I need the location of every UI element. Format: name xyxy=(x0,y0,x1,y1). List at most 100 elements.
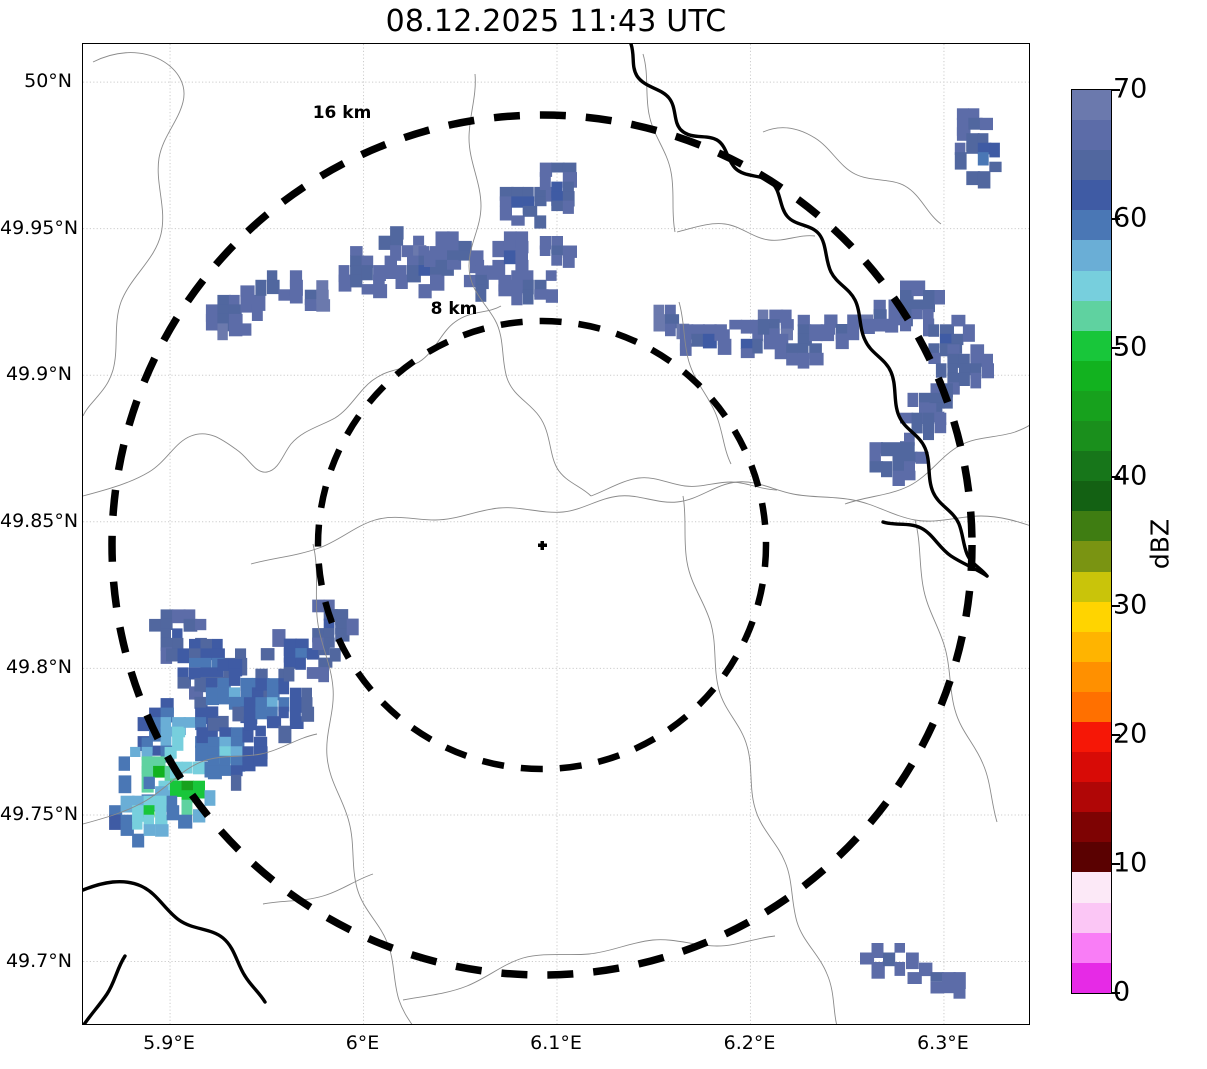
radar-echo-cell xyxy=(562,191,575,207)
radar-echo-cell xyxy=(228,696,243,710)
radar-echo-cell xyxy=(323,618,335,635)
colorbar-band-4 xyxy=(1072,210,1111,241)
radar-echo-cell xyxy=(183,609,196,627)
radar-echo-cell xyxy=(522,289,534,305)
radar-echo-cell xyxy=(522,196,534,214)
radar-echo-cell xyxy=(312,637,324,650)
radar-echo-cell xyxy=(954,142,966,155)
radar-echo-cell xyxy=(515,240,529,254)
radar-echo-cell xyxy=(869,451,881,462)
radar-echo-cell xyxy=(301,687,312,702)
radar-echo-cell xyxy=(195,618,207,631)
colorbar-tickmark-10 xyxy=(1112,863,1120,865)
radar-echo-cell xyxy=(900,299,912,317)
radar-echo-cell xyxy=(752,338,763,354)
radar-echo-cell xyxy=(883,952,896,967)
radar-echo-cell xyxy=(954,152,967,170)
radar-echo-cell xyxy=(904,432,915,446)
radar-echo-cell xyxy=(911,412,923,426)
radar-echo-cell xyxy=(283,667,295,682)
radar-echo-cell xyxy=(562,245,577,258)
radar-echo-cell xyxy=(289,687,302,699)
radar-echo-cell xyxy=(253,755,268,767)
administrative-boundaries xyxy=(83,52,1029,1024)
radar-echo-cell xyxy=(255,279,267,296)
x-axis-tick-0: 5.9°E xyxy=(143,1032,195,1054)
radar-echo-cell xyxy=(717,338,732,355)
radar-echo-cell xyxy=(911,309,923,320)
radar-plot-area[interactable]: 16 km 8 km xyxy=(82,43,1030,1025)
radar-echo-cell xyxy=(653,314,667,332)
radar-echo-cell xyxy=(143,776,155,789)
radar-echo-cell xyxy=(183,618,198,632)
radar-echo-cell xyxy=(177,676,191,689)
y-axis-tick-4: 49.8°N xyxy=(5,656,72,679)
radar-echo-cell xyxy=(251,304,263,321)
radar-echo-cell xyxy=(979,117,993,131)
radar-echo-cell xyxy=(435,240,447,252)
radar-echo-cell xyxy=(904,470,916,481)
radar-echo-cell xyxy=(780,319,794,331)
radar-echo-cell xyxy=(323,637,335,648)
radar-echo-cell xyxy=(930,392,943,405)
radar-echo-cell xyxy=(511,215,525,226)
radar-echo-cell xyxy=(361,255,374,268)
colorbar-tickmark-70 xyxy=(1112,89,1120,91)
x-axis-tick-4: 6.3°E xyxy=(917,1032,969,1054)
radar-echo-cell xyxy=(155,824,169,837)
radar-echo-cell xyxy=(752,329,763,341)
radar-echo-cell xyxy=(769,328,780,343)
radar-echo-cell xyxy=(551,255,563,266)
colorbar-band-6 xyxy=(1072,270,1111,301)
radar-echo-cell xyxy=(253,736,268,749)
radar-echo-cell xyxy=(740,338,755,349)
colorbar-band-10 xyxy=(1072,390,1111,422)
radar-echo-cell xyxy=(242,746,254,763)
radar-echo-cell xyxy=(230,774,242,791)
radar-echo-cell xyxy=(522,186,534,205)
radar-echo-cell xyxy=(892,451,906,462)
radar-echo-cell xyxy=(204,790,216,806)
radar-echo-cell xyxy=(193,761,205,775)
radar-echo-cell xyxy=(166,648,178,662)
radar-echo-cell xyxy=(295,657,306,670)
radar-echo-cell xyxy=(304,299,319,311)
radar-echo-cell xyxy=(447,231,459,248)
colorbar-band-21 xyxy=(1072,721,1111,753)
y-axis-tick-0: 50°N xyxy=(24,70,72,93)
radar-echo-cell xyxy=(930,981,945,994)
radar-echo-cell xyxy=(373,284,388,299)
y-axis-tick-2: 49.9°N xyxy=(5,363,72,386)
colorbar-band-8 xyxy=(1072,330,1111,361)
radar-echo-cell xyxy=(809,352,824,366)
colorbar-band-20 xyxy=(1072,691,1111,722)
colorbar[interactable] xyxy=(1071,89,1112,994)
radar-echo-cell xyxy=(551,200,564,212)
radar-echo-cell xyxy=(930,972,944,982)
radar-echo-cell xyxy=(970,372,982,389)
radar-echo-cell xyxy=(953,981,966,999)
colorbar-band-9 xyxy=(1072,360,1111,391)
radar-echo-cell xyxy=(881,442,893,457)
radar-echo-cell xyxy=(242,727,254,743)
radar-echo-cell xyxy=(774,343,788,360)
radar-echo-cell xyxy=(551,162,565,173)
radar-echo-cell xyxy=(196,727,210,744)
y-axis-tick-5: 49.75°N xyxy=(0,802,79,825)
colorbar-band-28 xyxy=(1072,932,1111,963)
radar-echo-cell xyxy=(312,599,325,613)
y-axis-tick-6: 49.7°N xyxy=(5,949,72,972)
radar-echo-cell xyxy=(155,805,167,818)
radar-echo-cell xyxy=(797,314,810,327)
radar-echo-cell xyxy=(503,250,516,265)
radar-echo-cell xyxy=(797,324,812,335)
colorbar-band-11 xyxy=(1072,421,1111,452)
radar-echo-cell xyxy=(217,687,230,705)
x-axis-tick-2: 6.1°E xyxy=(530,1032,582,1054)
radar-echo-cell xyxy=(207,746,220,761)
radar-echo-cell xyxy=(346,618,359,636)
radar-echo-cell xyxy=(160,736,172,751)
radar-echo-cell xyxy=(935,363,947,378)
radar-echo-cell xyxy=(539,172,551,190)
radar-echo-cell xyxy=(181,761,193,774)
